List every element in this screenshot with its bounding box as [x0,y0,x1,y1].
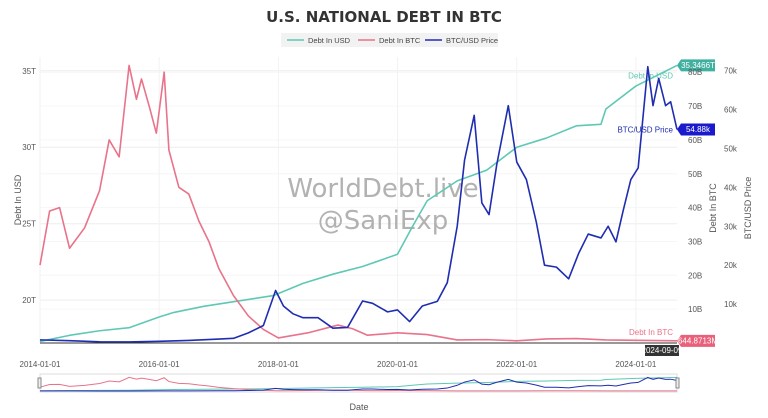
y-right2-axis-label: BTC/USD Price [743,177,753,240]
x-tick-label: 2016-01-01 [139,360,180,369]
series-line-debt-in-usd[interactable] [39,64,678,343]
hover-date: 2024-09-09 [642,346,683,355]
hover-value-box [677,123,715,136]
y-right2-tick-label: 10k [724,300,738,309]
y-right1-tick-label: 40B [688,204,702,213]
range-slider-series [39,376,678,392]
series-line-debt-in-btc[interactable] [39,64,678,342]
x-tick-label: 2024-01-01 [615,360,656,369]
y-right2-tick-label: 30k [724,222,738,231]
legend-entry[interactable]: Debt In USD [308,36,351,45]
range-slider-left-handle[interactable] [37,377,42,389]
y-right1-tick-label: 10B [688,305,702,314]
range-slider-series [39,376,678,392]
y-left-axis-label: Debt In USD [13,174,23,225]
y-right2-tick-label: 40k [724,183,738,192]
chart-title: U.S. NATIONAL DEBT IN BTC [266,8,502,26]
legend-entry[interactable]: BTC/USD Price [446,36,498,45]
y-right1-tick-label: 20B [688,271,702,280]
y-left-tick-label: 25T [22,220,36,229]
y-right1-tick-label: 70B [688,102,702,111]
hover-value: 644.8713M [678,336,718,345]
hover-value-box [677,334,715,347]
y-right1-tick-label: 60B [688,136,702,145]
y-right2-tick-label: 70k [724,67,738,76]
y-right1-tick-label: 50B [688,170,702,179]
hover-series-name: Debt In USD [628,71,673,80]
y-right2-tick-label: 50k [724,144,738,153]
x-tick-label: 2020-01-01 [377,360,418,369]
hover-series-name: BTC/USD Price [617,125,673,134]
plot-area[interactable]: 35.3466T Debt In USD 644.8713M Debt In BTC 5… [39,59,718,347]
y-right2-tick-label: 60k [724,106,738,115]
hover-value: 54.88k [686,125,711,134]
y-right1-tick-label: 30B [688,237,702,246]
series-line-btc-usd-price[interactable] [39,65,678,343]
watermark-line-1: WorldDebt.live [287,174,478,204]
x-tick-label: 2014-01-01 [20,360,61,369]
legend-bg [281,33,498,47]
y-right2-tick-label: 20k [724,261,738,270]
y-right1-tick-label: 80B [688,68,702,77]
y-left-tick-label: 20T [22,296,36,305]
hover-date-box [645,345,679,356]
gridlines [39,57,677,343]
legend[interactable]: Debt In USD Debt In BTC BTC/USD Price [281,33,498,47]
y-right1-axis-label: Debt In BTC [708,183,718,233]
range-slider-series [39,376,678,392]
watermark-line-2: @SaniExp [318,206,448,236]
hover-value: 35.3466T [681,61,715,70]
x-tick-label: 2022-01-01 [496,360,537,369]
y-left-tick-label: 30T [22,143,36,152]
y-left-tick-label: 35T [22,67,36,76]
hover-series-name: Debt In BTC [629,328,673,337]
hover-value-box [677,59,715,72]
x-tick-label: 2018-01-01 [258,360,299,369]
watermark: WorldDebt.live @SaniExp [287,174,478,236]
range-slider-right-handle[interactable] [675,377,680,389]
x-axis-label: Date [349,402,368,412]
axes: 20T 25T 30T 35T Debt In USD 10B 20B 30B 40B 50B 60… [13,67,753,369]
range-slider[interactable] [37,373,680,393]
legend-entry[interactable]: Debt In BTC [379,36,421,45]
